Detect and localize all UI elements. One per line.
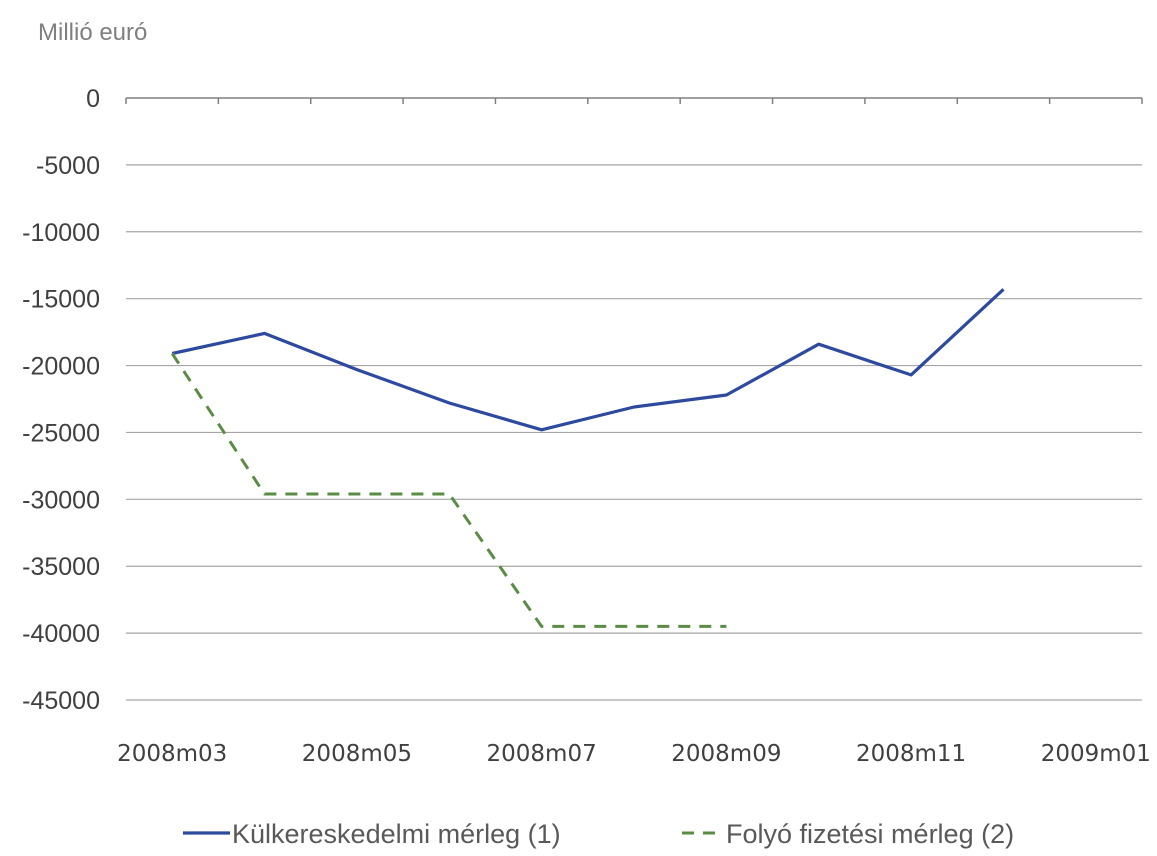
y-tick-label: -5000 xyxy=(36,152,100,180)
y-tick-label: 0 xyxy=(86,85,100,113)
unit-label: Millió euró xyxy=(38,19,147,46)
x-tick-label: 2008m03 xyxy=(117,741,227,767)
series-line-0 xyxy=(171,288,1005,432)
y-tick-label: -40000 xyxy=(22,620,100,648)
legend: Külkereskedelmi mérleg (1) Folyó fizetés… xyxy=(183,819,1014,849)
legend-label-folyo: Folyó fizetési mérleg (2) xyxy=(726,819,1014,849)
x-tick-label: 2009m01 xyxy=(1041,741,1151,767)
y-tick-label: -25000 xyxy=(22,419,100,447)
x-axis-ticks: 2008m03 2008m05 2008m07 2008m09 2008m11 2009m… xyxy=(117,741,1151,767)
y-tick-label: -10000 xyxy=(22,219,100,247)
x-tick-label: 2008m05 xyxy=(302,741,412,767)
series-line-1 xyxy=(170,352,727,628)
series-lines xyxy=(170,288,1005,628)
y-tick-label: -15000 xyxy=(22,286,100,314)
x-tick-label: 2008m07 xyxy=(487,741,597,767)
y-tick-label: -45000 xyxy=(22,687,100,715)
gridlines xyxy=(125,97,1143,701)
y-tick-label: -35000 xyxy=(22,553,100,581)
x-tick-label: 2008m11 xyxy=(856,741,966,767)
y-axis-ticks: 0 -5000 -10000 -15000 -20000 -25000 -30000 -350… xyxy=(22,85,100,715)
x-tick-label: 2008m09 xyxy=(671,741,781,767)
legend-label-kulkereskedelmi: Külkereskedelmi mérleg (1) xyxy=(232,819,561,849)
y-tick-label: -30000 xyxy=(22,486,100,514)
y-tick-label: -20000 xyxy=(22,353,100,381)
